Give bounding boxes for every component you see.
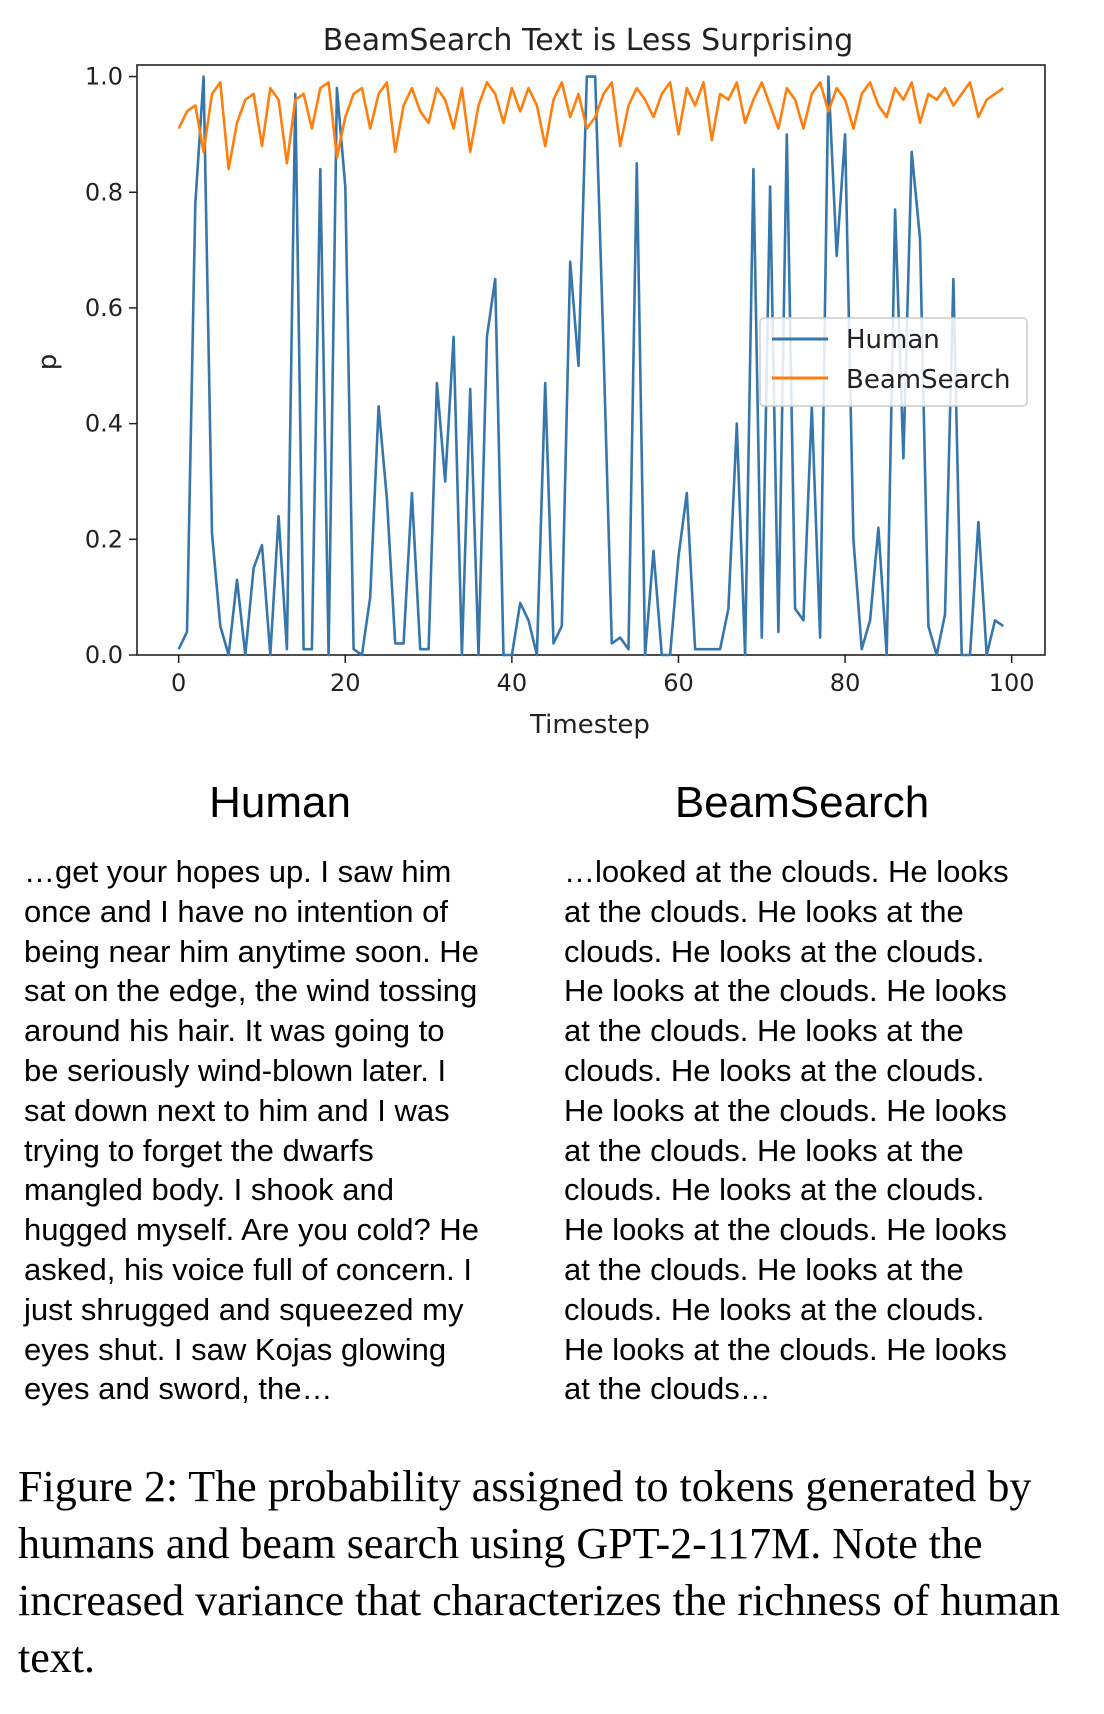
y-ticks: 0.0 0.2 0.4 0.6 0.8 1.0 bbox=[85, 63, 137, 669]
y-tick-label: 1.0 bbox=[85, 63, 123, 91]
x-tick-label: 100 bbox=[989, 669, 1035, 697]
legend-beamsearch-label: BeamSearch bbox=[846, 365, 1010, 395]
series-line-beamsearch bbox=[177, 81, 1005, 171]
y-tick-label: 0.4 bbox=[85, 410, 123, 438]
y-axis-label: p bbox=[33, 354, 63, 371]
y-tick-label: 0.6 bbox=[85, 294, 123, 322]
x-tick-label: 0 bbox=[171, 669, 186, 697]
x-ticks: 0 20 40 60 80 100 bbox=[171, 655, 1035, 697]
x-tick-label: 40 bbox=[497, 669, 528, 697]
legend: Human BeamSearch bbox=[759, 317, 1028, 407]
figure-caption: Figure 2: The probability assigned to to… bbox=[18, 1462, 1061, 1682]
x-tick-label: 80 bbox=[830, 669, 861, 697]
beamsearch-text-sample: …looked at the clouds. He looks at the c… bbox=[564, 854, 1009, 1407]
y-tick-label: 0.8 bbox=[85, 178, 123, 206]
y-tick-label: 0.0 bbox=[85, 641, 123, 669]
series-line-human bbox=[177, 75, 1005, 657]
beamsearch-column-title: BeamSearch bbox=[674, 778, 930, 827]
chart-title: BeamSearch Text is Less Surprising bbox=[323, 23, 854, 58]
human-column-title: Human bbox=[209, 778, 351, 827]
x-tick-label: 60 bbox=[663, 669, 694, 697]
x-axis-label: Timestep bbox=[529, 710, 650, 740]
probability-chart: BeamSearch Text is Less Surprising 0 20 40… bbox=[33, 23, 1046, 740]
y-tick-label: 0.2 bbox=[85, 525, 123, 553]
series-layer bbox=[177, 75, 1005, 657]
human-text-sample: …get your hopes up. I saw him once and I… bbox=[24, 854, 479, 1407]
legend-human-label: Human bbox=[846, 325, 940, 355]
x-tick-label: 20 bbox=[330, 669, 361, 697]
